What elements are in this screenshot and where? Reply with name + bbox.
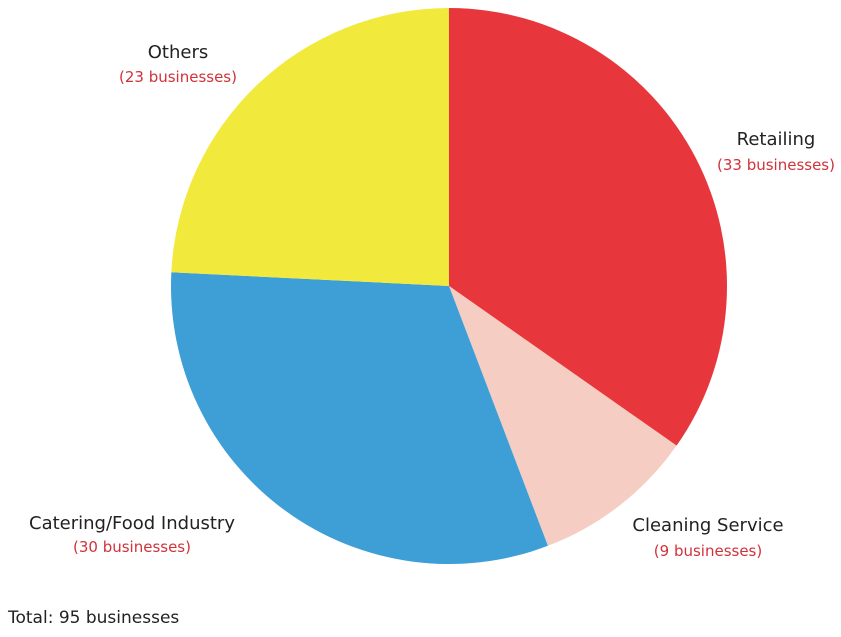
slice-label-cleaning-service: Cleaning Service — [632, 515, 783, 536]
slice-label-catering-food-industry: Catering/Food Industry — [29, 513, 235, 534]
pie-slice-catering-food-industry — [171, 272, 548, 564]
slice-count-catering-food-industry: (30 businesses) — [73, 538, 191, 556]
total-caption: Total: 95 businesses — [8, 608, 180, 628]
pie-slices — [171, 8, 727, 564]
slice-count-others: (23 businesses) — [119, 68, 237, 86]
slice-count-cleaning-service: (9 businesses) — [654, 542, 762, 560]
slice-label-retailing: Retailing — [737, 129, 816, 150]
pie-slice-cleaning-service — [449, 286, 677, 546]
slice-label-others: Others — [148, 42, 209, 63]
slice-count-retailing: (33 businesses) — [717, 156, 835, 174]
pie-slice-others — [171, 8, 449, 286]
pie-slice-retailing — [449, 8, 727, 446]
